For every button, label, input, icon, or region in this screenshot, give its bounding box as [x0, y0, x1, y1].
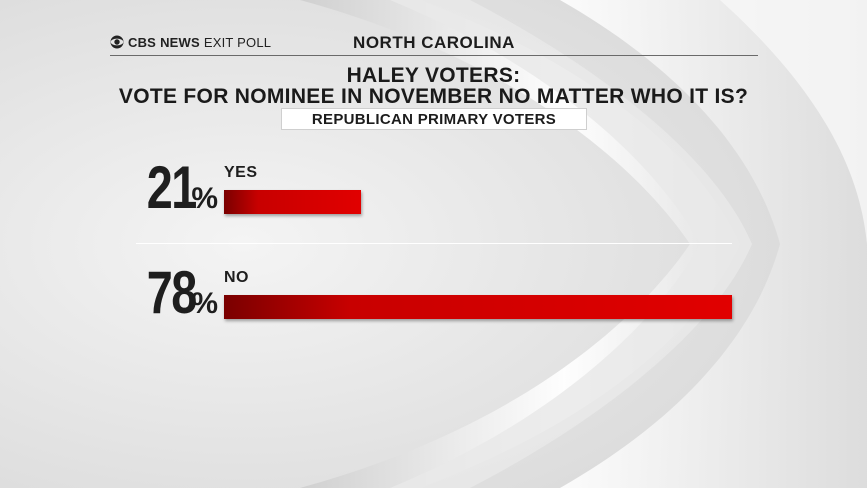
bar-no — [224, 295, 732, 319]
brand-exit-poll: EXIT POLL — [203, 34, 272, 50]
row-divider — [136, 243, 732, 244]
chart-title-line2: VOTE FOR NOMINEE IN NOVEMBER NO MATTER W… — [118, 85, 749, 108]
category-label-no: NO — [224, 269, 249, 286]
chart-subtitle: REPUBLICAN PRIMARY VOTERS — [281, 108, 587, 130]
cbs-news-exit-poll-logo: CBS NEWS EXIT POLL — [110, 34, 271, 50]
chart-title-line1: HALEY VOTERS: — [346, 64, 521, 87]
header-rule — [110, 55, 758, 56]
data-label-no: 78% — [146, 259, 218, 326]
data-label-yes: 21% — [146, 154, 218, 221]
state-label: NORTH CAROLINA — [353, 33, 515, 52]
brand-cbs: CBS — [128, 34, 157, 50]
category-label-yes: YES — [224, 164, 258, 181]
brand-news: NEWS — [160, 34, 200, 50]
cbs-eye-icon — [110, 35, 124, 49]
bar-yes — [224, 190, 361, 214]
